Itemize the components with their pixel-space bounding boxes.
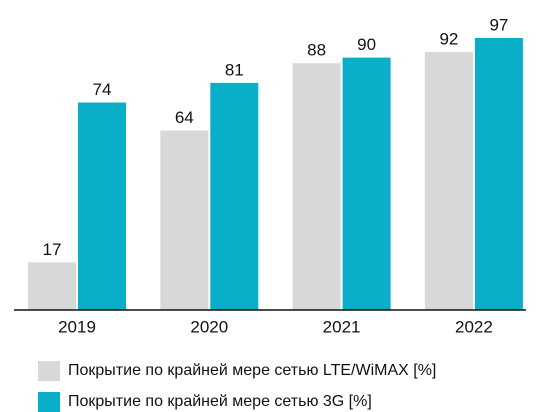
data-label: 88 <box>307 41 326 60</box>
legend-swatch <box>38 392 60 412</box>
bar <box>474 38 523 310</box>
data-label: 64 <box>175 108 194 127</box>
bar <box>342 57 391 311</box>
data-label: 74 <box>93 80 112 99</box>
x-tick-label: 2019 <box>58 317 96 336</box>
data-label: 90 <box>357 35 376 54</box>
bar <box>424 52 473 310</box>
x-tick-label: 2020 <box>190 317 228 336</box>
bar <box>28 262 76 310</box>
data-label: 17 <box>43 240 62 259</box>
x-tick-label: 2022 <box>455 317 493 336</box>
x-tick-label: 2021 <box>323 317 361 336</box>
data-label: 81 <box>225 60 244 79</box>
data-label: 97 <box>489 15 508 34</box>
legend-label: Покрытие по крайней мере сетью 3G [%] <box>68 393 372 410</box>
bar <box>210 82 259 310</box>
data-label: 92 <box>439 30 458 49</box>
bar <box>160 130 209 310</box>
bar <box>78 102 126 310</box>
bar <box>292 63 341 310</box>
legend-label: Покрытие по крайней мере сетью LTE/WiMAX… <box>68 362 436 379</box>
legend-swatch <box>38 361 60 381</box>
